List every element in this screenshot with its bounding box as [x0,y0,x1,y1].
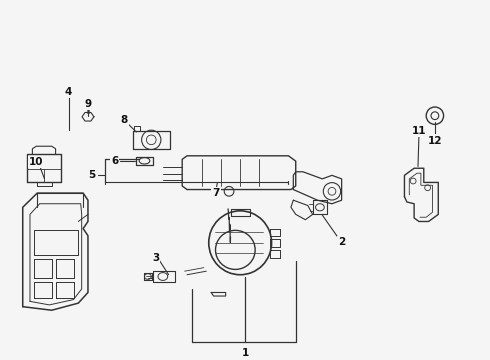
Text: 12: 12 [428,136,442,145]
Text: 9: 9 [84,99,92,109]
Text: 2: 2 [338,237,345,247]
Text: 4: 4 [65,87,73,97]
Text: 6: 6 [111,156,118,166]
Text: 1: 1 [242,348,248,358]
Text: 5: 5 [88,170,96,180]
Text: 3: 3 [152,253,159,263]
Text: 11: 11 [412,126,426,136]
Text: 10: 10 [29,157,44,167]
Text: 7: 7 [212,188,220,198]
Text: 8: 8 [121,115,128,125]
